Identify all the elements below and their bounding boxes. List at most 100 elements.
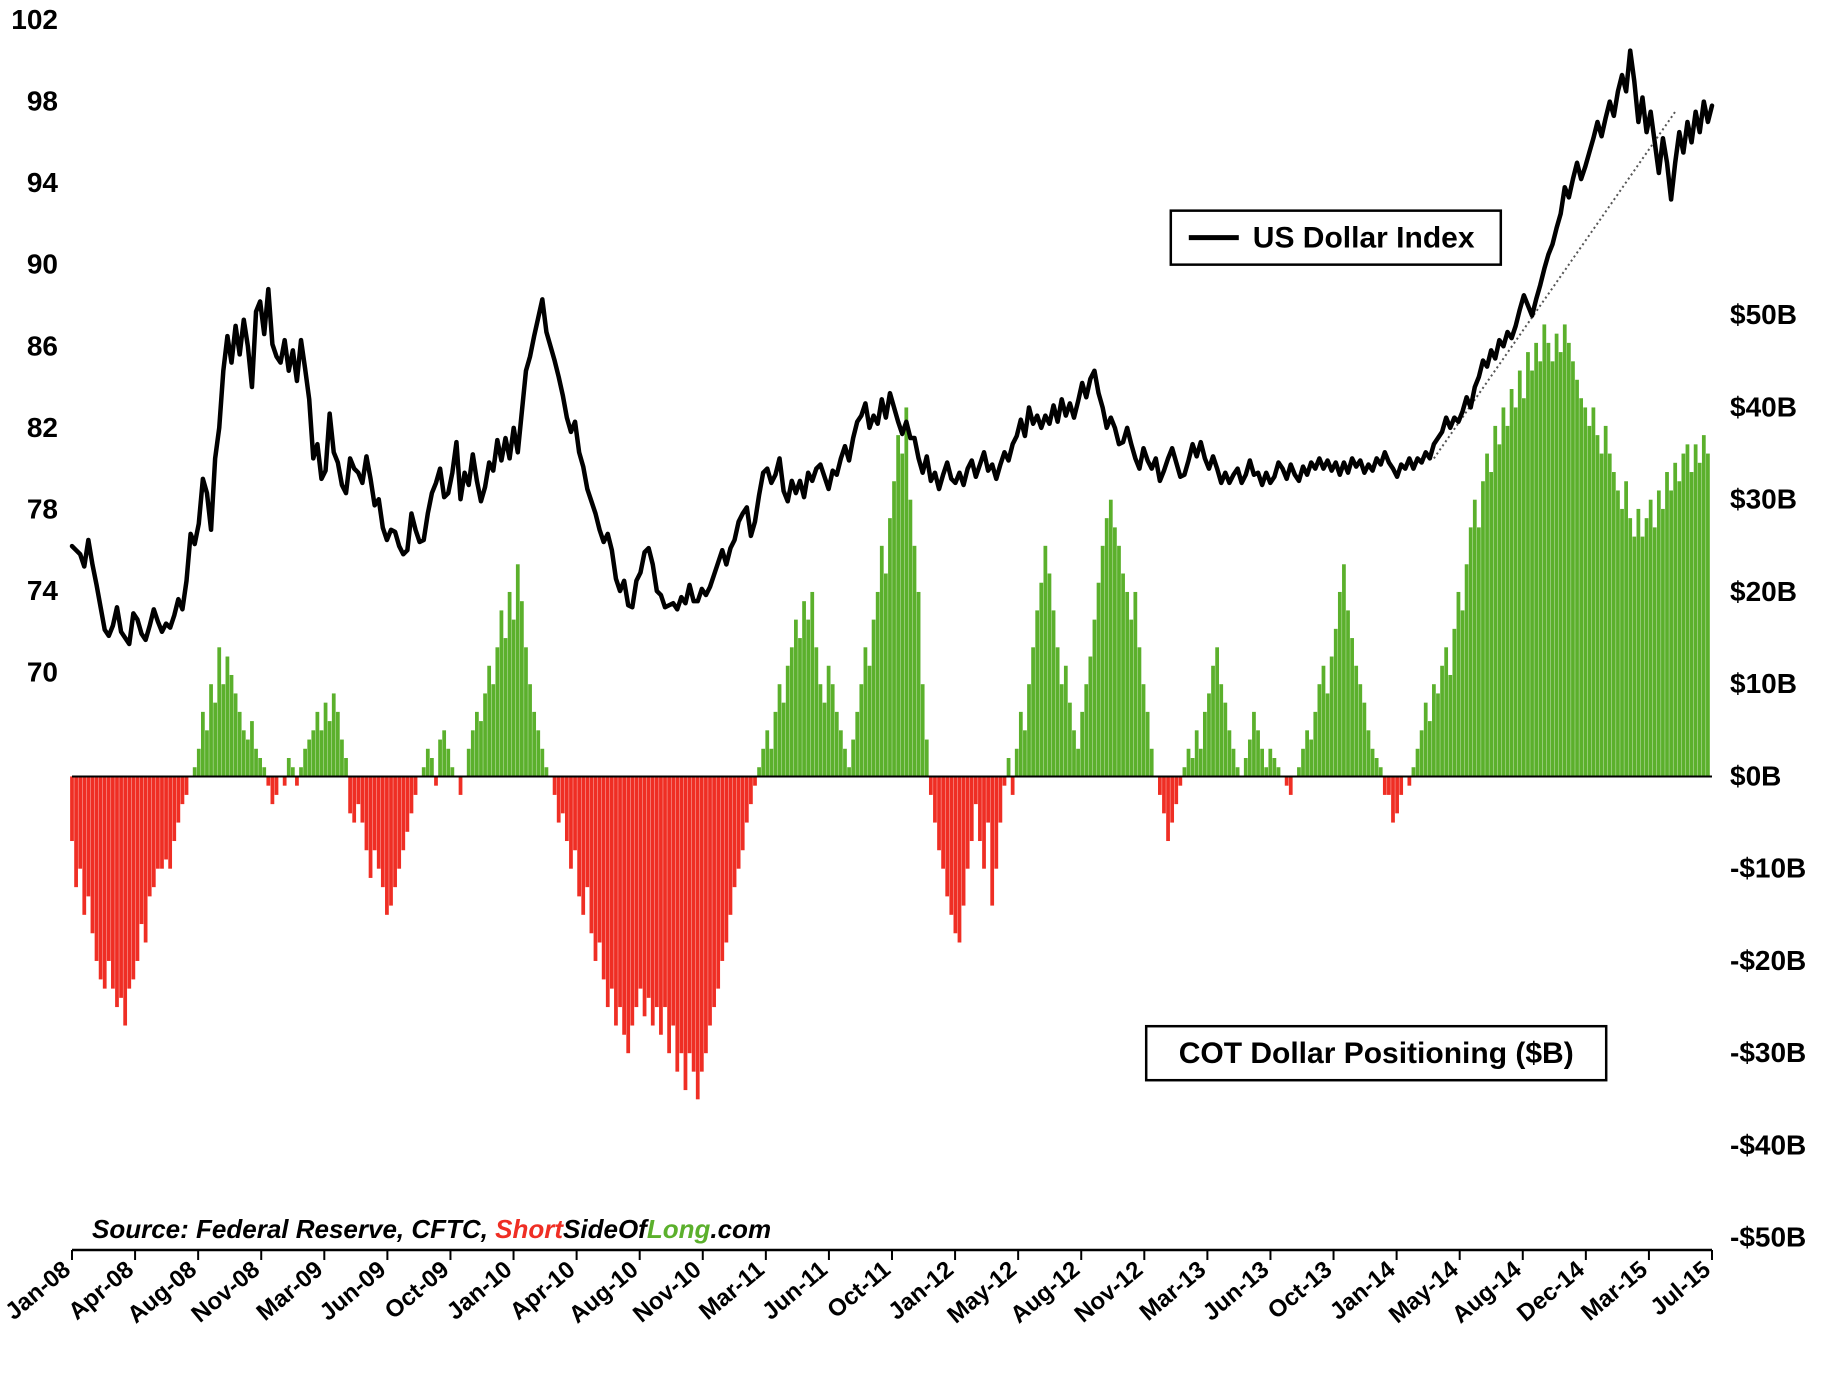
cot-bar bbox=[1681, 454, 1685, 777]
cot-bar bbox=[266, 776, 270, 785]
cot-bar bbox=[982, 776, 986, 868]
cot-bar bbox=[205, 730, 209, 776]
cot-bar bbox=[524, 647, 528, 776]
cot-bar bbox=[724, 776, 728, 942]
cot-bar bbox=[565, 776, 569, 841]
cot-bar bbox=[1048, 574, 1052, 777]
cot-bar bbox=[933, 776, 937, 822]
cot-bar bbox=[1452, 629, 1456, 777]
cot-bar bbox=[925, 740, 929, 777]
cot-bar bbox=[352, 776, 356, 822]
cot-bar bbox=[340, 740, 344, 777]
cot-bar bbox=[790, 647, 794, 776]
cot-bar bbox=[95, 776, 99, 961]
cot-bar bbox=[1350, 638, 1354, 776]
cot-bar bbox=[794, 620, 798, 777]
cot-bar bbox=[410, 776, 414, 813]
cot-bar bbox=[921, 684, 925, 776]
cot-bar bbox=[1448, 675, 1452, 776]
cot-bar bbox=[1702, 435, 1706, 776]
left-axis-label: 102 bbox=[11, 4, 58, 35]
cot-bar bbox=[1334, 629, 1338, 777]
cot-bar bbox=[757, 767, 761, 776]
cot-bar bbox=[328, 721, 332, 776]
cot-bar bbox=[802, 601, 806, 776]
cot-bar bbox=[1661, 509, 1665, 777]
cot-bar bbox=[639, 776, 643, 988]
cot-bar bbox=[1289, 776, 1293, 794]
cot-bar bbox=[700, 776, 704, 1071]
cot-bar bbox=[659, 776, 663, 1034]
cot-bar bbox=[1624, 481, 1628, 776]
cot-bar bbox=[528, 684, 532, 776]
cot-bar bbox=[250, 721, 254, 776]
cot-bar bbox=[884, 574, 888, 777]
cot-bar bbox=[103, 776, 107, 988]
cot-bar bbox=[1673, 463, 1677, 777]
cot-bar bbox=[896, 435, 900, 776]
cot-bar bbox=[512, 620, 516, 777]
cot-bar bbox=[1313, 712, 1317, 777]
cot-bar bbox=[741, 776, 745, 850]
cot-bar bbox=[82, 776, 86, 914]
right-axis-label: $50B bbox=[1730, 299, 1797, 330]
cot-bar bbox=[1559, 352, 1563, 776]
cot-bar bbox=[1346, 610, 1350, 776]
cot-bar bbox=[1273, 758, 1277, 776]
cot-bar bbox=[1158, 776, 1162, 794]
cot-bar bbox=[1322, 666, 1326, 777]
cot-bar bbox=[716, 776, 720, 988]
cot-bar bbox=[471, 730, 475, 776]
cot-bar bbox=[606, 776, 610, 1007]
cot-bar bbox=[1297, 767, 1301, 776]
cot-bar bbox=[1383, 776, 1387, 794]
cot-bar bbox=[733, 776, 737, 887]
left-axis-label: 74 bbox=[27, 575, 59, 606]
cot-bar bbox=[1052, 610, 1056, 776]
cot-bar bbox=[1264, 767, 1268, 776]
cot-bar bbox=[1575, 380, 1579, 777]
cot-bar bbox=[1146, 712, 1150, 777]
cot-bar bbox=[287, 758, 291, 776]
cot-bar bbox=[872, 620, 876, 777]
cot-bar bbox=[344, 758, 348, 776]
cot-bar bbox=[168, 776, 172, 868]
cot-bar bbox=[1199, 749, 1203, 777]
cot-bar bbox=[1097, 583, 1101, 777]
cot-bar bbox=[479, 721, 483, 776]
left-axis-label: 70 bbox=[27, 657, 58, 688]
cot-bar bbox=[1375, 758, 1379, 776]
cot-bar bbox=[704, 776, 708, 1053]
cot-bar bbox=[1653, 527, 1657, 776]
cot-bar bbox=[1138, 647, 1142, 776]
cot-bar bbox=[851, 740, 855, 777]
cot-bar bbox=[1436, 693, 1440, 776]
cot-bar bbox=[434, 776, 438, 785]
cot-bar bbox=[405, 776, 409, 831]
cot-bar bbox=[1362, 703, 1366, 777]
cot-bar bbox=[745, 776, 749, 822]
right-axis-label: $40B bbox=[1730, 391, 1797, 422]
cot-bar bbox=[230, 675, 234, 776]
cot-bar bbox=[1395, 776, 1399, 813]
cot-bar bbox=[221, 684, 225, 776]
cot-bar bbox=[573, 776, 577, 850]
cot-bar bbox=[900, 454, 904, 777]
cot-bar bbox=[1060, 684, 1064, 776]
cot-bar bbox=[1252, 712, 1256, 777]
cot-bar bbox=[1035, 610, 1039, 776]
cot-bar bbox=[696, 776, 700, 1099]
cot-bar bbox=[1596, 435, 1600, 776]
cot-bar bbox=[508, 592, 512, 777]
cot-bar bbox=[647, 776, 651, 997]
cot-bar bbox=[1244, 758, 1248, 776]
cot-bar bbox=[1534, 343, 1538, 777]
cot-bar bbox=[880, 546, 884, 777]
cot-bar bbox=[1248, 740, 1252, 777]
cot-bar bbox=[1412, 767, 1416, 776]
cot-bar bbox=[1669, 490, 1673, 776]
cot-bar bbox=[1076, 749, 1080, 777]
cot-bar bbox=[1440, 666, 1444, 777]
cot-bar bbox=[1690, 472, 1694, 776]
cot-bar bbox=[1694, 444, 1698, 776]
